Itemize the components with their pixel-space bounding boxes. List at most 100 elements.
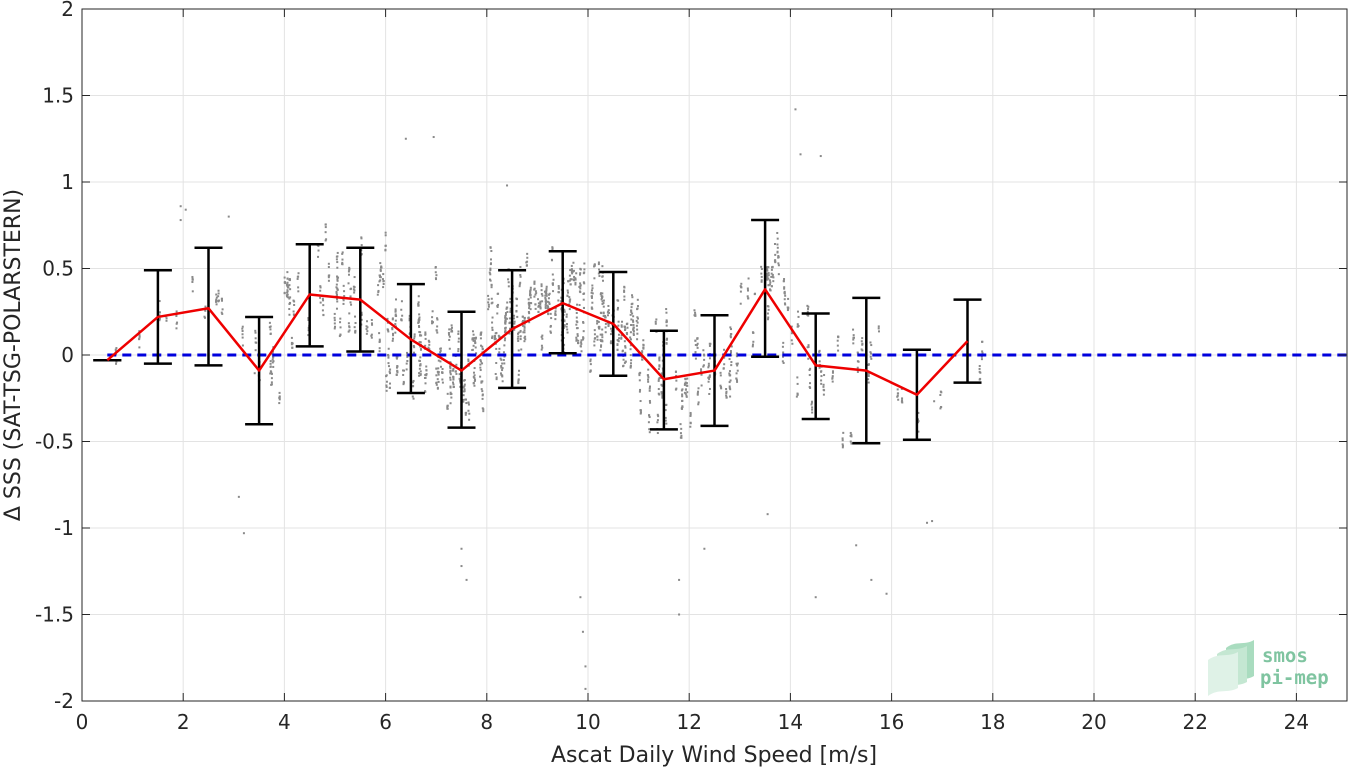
scatter-point — [496, 304, 499, 307]
scatter-point — [417, 295, 420, 298]
scatter-point — [719, 374, 722, 377]
scatter-point — [599, 338, 602, 341]
scatter-point — [683, 391, 686, 394]
scatter-point — [269, 360, 272, 363]
scatter-point — [980, 358, 983, 361]
scatter-point — [396, 369, 399, 372]
scatter-point — [697, 403, 700, 406]
scatter-point — [760, 268, 763, 271]
scatter-point — [560, 296, 563, 299]
scatter-point — [630, 306, 633, 309]
scatter-point — [436, 378, 439, 381]
scatter-point — [571, 272, 574, 275]
scatter-point — [534, 290, 537, 293]
scatter-point — [593, 329, 596, 332]
scatter-point — [327, 279, 330, 282]
scatter-point — [694, 339, 697, 342]
scatter-point — [335, 292, 338, 295]
scatter-point — [473, 379, 476, 382]
scatter-point — [554, 318, 557, 321]
scatter-point — [391, 328, 394, 331]
scatter-point — [678, 613, 681, 616]
scatter-point — [540, 292, 543, 295]
scatter-point — [523, 336, 526, 339]
scatter-point — [431, 322, 434, 325]
scatter-point — [632, 320, 635, 323]
scatter-point — [700, 373, 703, 376]
scatter-point — [729, 388, 732, 391]
scatter-point — [655, 318, 658, 321]
scatter-point — [394, 323, 397, 326]
scatter-point — [481, 345, 484, 348]
scatter-point — [334, 325, 337, 328]
scatter-point — [474, 378, 477, 381]
scatter-point — [394, 309, 397, 312]
scatter-point — [288, 284, 291, 287]
scatter-point — [601, 328, 604, 331]
scatter-point — [810, 401, 813, 404]
scatter-point — [533, 287, 536, 290]
scatter-point — [842, 431, 845, 434]
scatter-point — [424, 382, 427, 385]
scatter-point — [582, 336, 585, 339]
scatter-point — [268, 326, 271, 329]
scatter-point — [607, 323, 610, 326]
scatter-point — [378, 280, 381, 283]
scatter-point — [278, 391, 281, 394]
scatter-point — [278, 398, 281, 401]
scatter-point — [378, 350, 381, 353]
scatter-point — [867, 374, 870, 377]
scatter-point — [491, 335, 494, 338]
scatter-point — [504, 318, 507, 321]
scatter-point — [680, 407, 683, 410]
scatter-point — [537, 310, 540, 313]
scatter-point — [593, 265, 596, 268]
scatter-point — [378, 338, 381, 341]
scatter-point — [317, 244, 320, 247]
scatter-point — [475, 336, 478, 339]
scatter-point — [400, 308, 403, 311]
scatter-point — [479, 333, 482, 336]
scatter-point — [319, 301, 322, 304]
scatter-point — [441, 378, 444, 381]
scatter-point — [665, 311, 668, 314]
scatter-point — [708, 374, 711, 377]
scatter-point — [593, 277, 596, 280]
scatter-point — [388, 386, 391, 389]
scatter-point — [719, 385, 722, 388]
scatter-point — [931, 520, 934, 523]
scatter-point — [336, 300, 339, 303]
scatter-point — [729, 379, 732, 382]
scatter-point — [495, 376, 498, 379]
scatter-point — [580, 350, 583, 353]
scatter-point — [336, 275, 339, 278]
scatter-point — [539, 303, 542, 306]
scatter-point — [729, 350, 732, 353]
scatter-point — [579, 273, 582, 276]
scatter-point — [523, 329, 526, 332]
scatter-point — [449, 371, 452, 374]
scatter-point — [593, 333, 596, 336]
scatter-point — [897, 392, 900, 395]
scatter-point — [501, 380, 504, 383]
scatter-point — [457, 348, 460, 351]
scatter-point — [591, 292, 594, 295]
scatter-point — [601, 265, 604, 268]
scatter-point — [623, 340, 626, 343]
scatter-point — [220, 311, 223, 314]
scatter-point — [598, 275, 601, 278]
scatter-point — [689, 411, 692, 414]
scatter-point — [641, 351, 644, 354]
scatter-point — [636, 317, 639, 320]
scatter-point — [382, 273, 385, 276]
scatter-point — [504, 311, 507, 314]
scatter-point — [577, 339, 580, 342]
scatter-point — [629, 336, 632, 339]
scatter-point — [639, 371, 642, 374]
scatter-point — [513, 322, 516, 325]
scatter-point — [707, 362, 710, 365]
scatter-point — [641, 358, 644, 361]
scatter-point — [684, 382, 687, 385]
scatter-point — [841, 439, 844, 442]
scatter-point — [607, 309, 610, 312]
